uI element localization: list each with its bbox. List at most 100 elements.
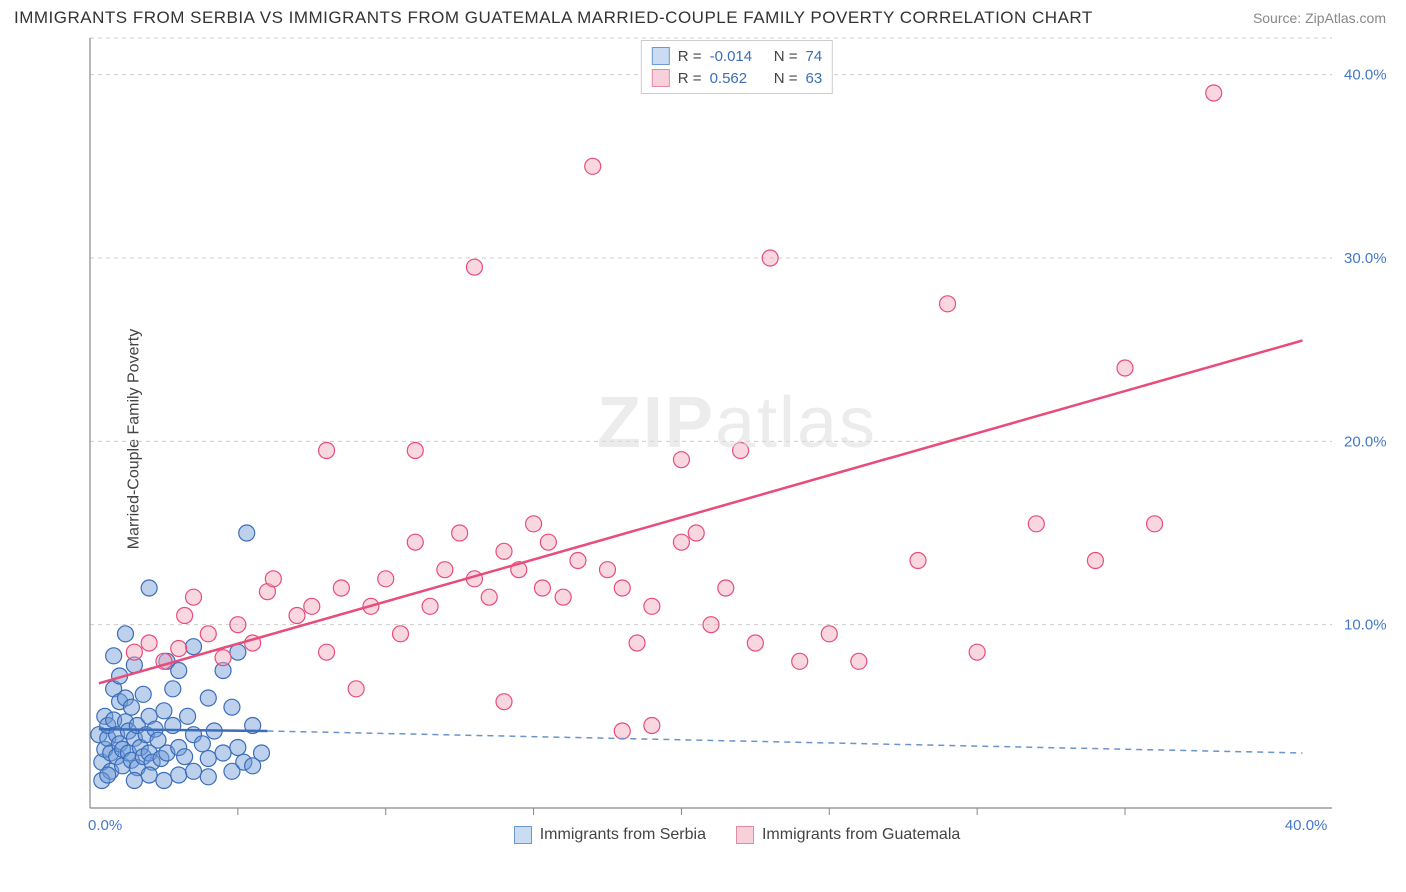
- data-point-serbia: [245, 758, 261, 774]
- y-tick-label: 30.0%: [1344, 250, 1387, 267]
- data-point-guatemala: [910, 553, 926, 569]
- data-point-guatemala: [762, 250, 778, 266]
- legend-label: Immigrants from Guatemala: [762, 826, 960, 844]
- data-point-guatemala: [534, 580, 550, 596]
- data-point-serbia: [171, 663, 187, 679]
- chart-title: IMMIGRANTS FROM SERBIA VS IMMIGRANTS FRO…: [14, 8, 1093, 28]
- r-value: -0.014: [710, 48, 762, 65]
- data-point-serbia: [200, 751, 216, 767]
- data-point-guatemala: [851, 653, 867, 669]
- data-point-guatemala: [1117, 360, 1133, 376]
- data-point-guatemala: [452, 525, 468, 541]
- data-point-guatemala: [319, 644, 335, 660]
- data-point-guatemala: [1206, 85, 1222, 101]
- data-point-guatemala: [265, 571, 281, 587]
- data-point-guatemala: [969, 644, 985, 660]
- data-point-guatemala: [407, 534, 423, 550]
- chart-container: Married-Couple Family Poverty ZIPatlas R…: [42, 36, 1392, 842]
- data-point-guatemala: [348, 681, 364, 697]
- data-point-serbia: [126, 773, 142, 789]
- data-point-guatemala: [200, 626, 216, 642]
- data-point-guatemala: [496, 694, 512, 710]
- n-label: N =: [770, 70, 798, 87]
- plot-area: ZIPatlas R = -0.014 N = 74 R = 0.562 N =…: [82, 36, 1392, 842]
- data-point-guatemala: [644, 598, 660, 614]
- data-point-guatemala: [126, 644, 142, 660]
- n-value: 63: [806, 70, 823, 87]
- n-value: 74: [806, 48, 823, 65]
- legend-swatch: [652, 47, 670, 65]
- data-point-serbia: [117, 626, 133, 642]
- data-point-guatemala: [526, 516, 542, 532]
- legend-swatch: [514, 826, 532, 844]
- data-point-serbia: [186, 639, 202, 655]
- data-point-guatemala: [171, 641, 187, 657]
- data-point-guatemala: [215, 650, 231, 666]
- data-point-serbia: [156, 703, 172, 719]
- data-point-serbia: [171, 767, 187, 783]
- data-point-guatemala: [703, 617, 719, 633]
- data-point-guatemala: [422, 598, 438, 614]
- data-point-serbia: [135, 686, 151, 702]
- data-point-guatemala: [614, 723, 630, 739]
- data-point-guatemala: [378, 571, 394, 587]
- data-point-guatemala: [1028, 516, 1044, 532]
- source-label: Source: ZipAtlas.com: [1253, 10, 1386, 26]
- legend-swatch: [736, 826, 754, 844]
- n-label: N =: [770, 48, 798, 65]
- data-point-guatemala: [177, 608, 193, 624]
- data-point-guatemala: [940, 296, 956, 312]
- data-point-guatemala: [673, 534, 689, 550]
- legend-series: Immigrants from Serbia Immigrants from G…: [82, 826, 1392, 844]
- data-point-guatemala: [319, 443, 335, 459]
- r-value: 0.562: [710, 70, 762, 87]
- data-point-guatemala: [496, 543, 512, 559]
- data-point-guatemala: [1087, 553, 1103, 569]
- data-point-guatemala: [688, 525, 704, 541]
- data-point-serbia: [180, 708, 196, 724]
- data-point-guatemala: [792, 653, 808, 669]
- data-point-guatemala: [333, 580, 349, 596]
- data-point-serbia: [141, 580, 157, 596]
- data-point-guatemala: [747, 635, 763, 651]
- data-point-guatemala: [570, 553, 586, 569]
- data-point-serbia: [100, 767, 116, 783]
- data-point-serbia: [194, 736, 210, 752]
- data-point-serbia: [123, 699, 139, 715]
- data-point-guatemala: [466, 259, 482, 275]
- data-point-guatemala: [481, 589, 497, 605]
- data-point-guatemala: [393, 626, 409, 642]
- data-point-serbia: [106, 648, 122, 664]
- data-point-guatemala: [718, 580, 734, 596]
- data-point-serbia: [200, 690, 216, 706]
- data-point-guatemala: [733, 443, 749, 459]
- data-point-guatemala: [600, 562, 616, 578]
- data-point-guatemala: [407, 443, 423, 459]
- data-point-guatemala: [673, 452, 689, 468]
- data-point-guatemala: [629, 635, 645, 651]
- data-point-guatemala: [555, 589, 571, 605]
- data-point-serbia: [200, 769, 216, 785]
- r-label: R =: [678, 70, 702, 87]
- y-tick-label: 40.0%: [1344, 67, 1387, 84]
- data-point-guatemala: [304, 598, 320, 614]
- data-point-guatemala: [821, 626, 837, 642]
- data-point-serbia: [224, 763, 240, 779]
- data-point-serbia: [230, 740, 246, 756]
- legend-label: Immigrants from Serbia: [540, 826, 706, 844]
- chart-svg: 10.0%20.0%30.0%40.0%0.0%40.0%: [82, 36, 1392, 842]
- data-point-guatemala: [186, 589, 202, 605]
- data-point-serbia: [224, 699, 240, 715]
- data-point-serbia: [186, 763, 202, 779]
- data-point-serbia: [177, 749, 193, 765]
- legend-stats: R = -0.014 N = 74 R = 0.562 N = 63: [641, 40, 833, 94]
- data-point-guatemala: [141, 635, 157, 651]
- r-label: R =: [678, 48, 702, 65]
- y-tick-label: 20.0%: [1344, 433, 1387, 450]
- data-point-serbia: [165, 681, 181, 697]
- data-point-guatemala: [614, 580, 630, 596]
- legend-swatch: [652, 69, 670, 87]
- y-tick-label: 10.0%: [1344, 617, 1387, 634]
- data-point-serbia: [215, 745, 231, 761]
- data-point-guatemala: [1147, 516, 1163, 532]
